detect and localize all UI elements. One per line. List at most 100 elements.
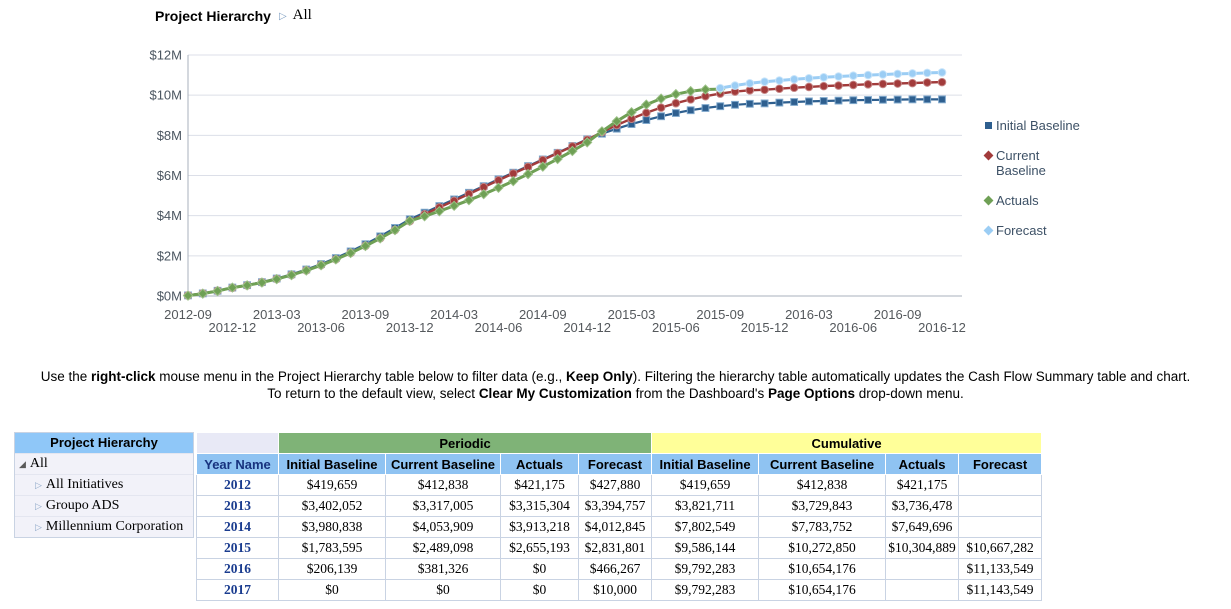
x-axis-tick-label: 2014-03	[430, 307, 478, 322]
hierarchy-row-groupo-ads[interactable]: ▷ Groupo ADS	[15, 495, 193, 516]
year-cell[interactable]: 2013	[196, 495, 279, 517]
expand-icon[interactable]: ▷	[35, 501, 42, 511]
data-point-marker	[671, 109, 680, 117]
data-point-marker	[878, 79, 888, 89]
expand-icon[interactable]: ▷	[35, 522, 42, 532]
year-cell[interactable]: 2014	[196, 516, 279, 538]
y-axis-tick-label: $0M	[157, 289, 182, 304]
value-cell: $412,838	[385, 474, 501, 496]
empty-cell	[885, 579, 960, 601]
data-point-marker	[701, 104, 710, 112]
data-point-marker	[493, 182, 504, 193]
legend-label: Initial Baseline	[996, 118, 1080, 133]
project-hierarchy-header: Project Hierarchy	[15, 433, 193, 453]
data-point-marker	[775, 76, 784, 85]
value-cell: $0	[500, 558, 579, 580]
value-cell: $4,012,845	[577, 516, 653, 538]
data-point-marker	[731, 100, 739, 109]
data-point-marker	[212, 285, 223, 297]
data-point-marker	[286, 269, 297, 281]
value-cell: $7,783,752	[758, 516, 887, 538]
legend-item-forecast: Forecast	[983, 223, 1092, 238]
group-header-row: Periodic Cumulative	[196, 432, 1043, 454]
expand-icon[interactable]: ▷	[35, 480, 42, 490]
data-point-marker	[686, 106, 695, 115]
value-cell: $3,729,843	[758, 495, 887, 517]
value-cell: $10,654,176	[758, 558, 887, 580]
value-cell: $421,175	[500, 474, 579, 496]
column-header-actuals: Actuals	[500, 453, 579, 475]
data-point-marker	[834, 81, 843, 90]
empty-cell	[885, 558, 960, 580]
data-point-marker	[893, 79, 902, 88]
value-cell: $421,175	[885, 474, 960, 496]
column-header-current-baseline: Current Baseline	[385, 453, 501, 475]
data-point-marker	[730, 81, 740, 90]
data-point-marker	[271, 273, 282, 285]
data-point-marker	[508, 175, 519, 187]
hierarchy-row-label: All Initiatives	[45, 477, 124, 492]
year-cell[interactable]: 2017	[196, 579, 279, 601]
data-point-marker	[241, 280, 253, 291]
year-cell[interactable]: 2016	[196, 558, 279, 580]
legend-item-actuals: Actuals	[983, 193, 1092, 208]
data-point-marker	[878, 70, 888, 79]
data-point-marker	[434, 206, 445, 217]
data-point-marker	[657, 112, 665, 121]
data-point-marker	[864, 96, 872, 104]
data-point-marker	[938, 95, 946, 104]
data-point-marker	[775, 84, 784, 94]
value-cell: $11,133,549	[958, 558, 1043, 580]
collapse-icon[interactable]: ◢	[19, 459, 26, 469]
data-point-marker	[301, 265, 312, 276]
breadcrumb-item-all[interactable]: All	[292, 7, 312, 23]
data-point-marker	[834, 72, 843, 81]
data-point-marker	[760, 85, 769, 95]
data-point-marker	[893, 95, 902, 104]
year-cell[interactable]: 2015	[196, 537, 279, 559]
value-cell: $4,053,909	[385, 516, 501, 538]
legend-label: Forecast	[996, 223, 1047, 238]
data-point-marker	[404, 215, 415, 227]
data-point-marker	[642, 116, 651, 124]
instructions-line-1: Use the right-click mouse menu in the Pr…	[0, 368, 1231, 385]
data-point-marker	[805, 97, 813, 106]
hierarchy-row-all-initiatives[interactable]: ▷ All Initiatives	[15, 474, 193, 495]
group-header-empty	[196, 432, 279, 454]
value-cell: $7,649,696	[885, 516, 960, 538]
instruction-emphasis: Keep Only	[565, 369, 633, 384]
x-axis-tick-label: 2012-09	[164, 307, 212, 322]
instruction-emphasis: Page Options	[767, 386, 855, 401]
data-point-marker	[182, 290, 194, 301]
empty-cell	[958, 516, 1043, 538]
value-cell: $10,000	[577, 579, 653, 601]
value-cell: $412,838	[758, 474, 887, 496]
project-hierarchy-table: Project Hierarchy ◢ All ▷ All Initiatives ▷ G…	[14, 432, 194, 538]
data-point-marker	[745, 99, 754, 108]
data-point-marker	[716, 102, 725, 111]
series-line-actuals	[187, 87, 721, 298]
series-line-initial-baseline	[187, 98, 942, 297]
value-cell: $3,402,052	[278, 495, 386, 517]
x-axis-tick-label: 2015-09	[696, 307, 744, 322]
instruction-segment: from the Dashboard's	[631, 386, 768, 401]
data-point-marker	[819, 81, 829, 91]
column-header-forecast: Forecast	[958, 453, 1043, 475]
hierarchy-row-all[interactable]: ◢ All	[15, 453, 193, 474]
column-header-current-baseline: Current Baseline	[758, 453, 887, 475]
data-point-marker	[848, 71, 858, 80]
x-axis-tick-label: 2014-06	[475, 320, 523, 335]
legend-label: Current Baseline	[996, 148, 1046, 178]
data-point-marker	[937, 77, 947, 87]
hierarchy-row-millennium-corporation[interactable]: ▷ Millennium Corporation	[15, 516, 193, 537]
data-point-marker	[596, 126, 608, 137]
data-point-marker	[804, 73, 814, 83]
value-cell: $427,880	[577, 474, 653, 496]
year-cell[interactable]: 2012	[196, 474, 279, 496]
instruction-segment: drop-down menu.	[855, 386, 964, 401]
column-header-actuals: Actuals	[885, 453, 960, 475]
x-axis-tick-label: 2013-12	[386, 320, 434, 335]
x-axis-tick-label: 2013-03	[253, 307, 301, 322]
value-cell: $0	[385, 579, 501, 601]
data-point-marker	[315, 260, 327, 271]
